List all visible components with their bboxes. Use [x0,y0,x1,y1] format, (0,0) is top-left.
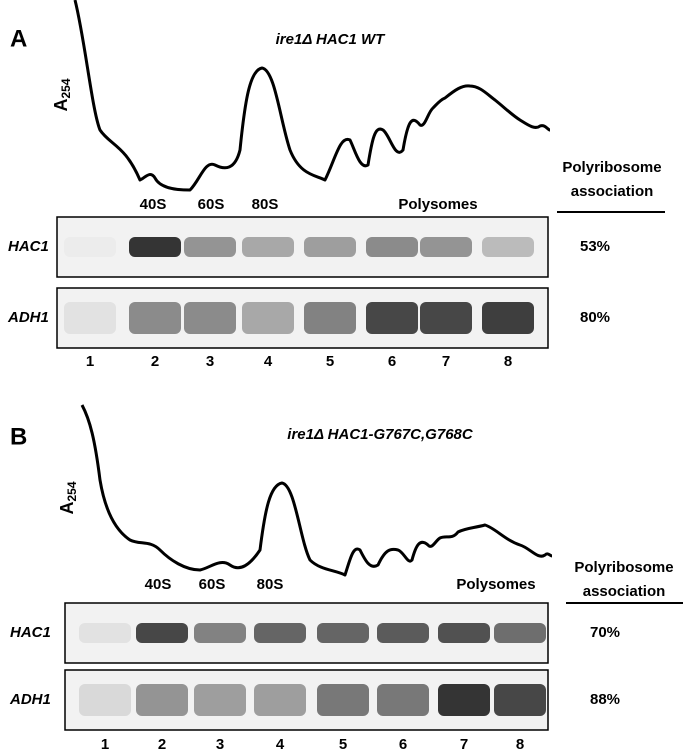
lane-number: 4 [276,736,285,753]
blot-band [377,684,429,716]
panel-label: B [10,423,27,450]
blot-band [304,302,356,334]
blot-band [494,623,546,643]
blot-band [194,684,246,716]
blot-band [136,623,188,643]
lane-number: 8 [516,736,524,753]
lane-number: 5 [339,736,347,753]
blot-band [366,237,418,257]
blot-band [64,237,116,257]
association-value: 53% [580,238,610,255]
blot-band [366,302,418,334]
blot-band [79,684,131,716]
lane-number: 3 [206,353,214,370]
blot-band [254,684,306,716]
blot-band [194,623,246,643]
fraction-label: 40S [140,196,167,213]
gene-label: HAC1 [10,624,51,641]
lane-number: 3 [216,736,224,753]
blot-band [304,237,356,257]
association-value: 70% [590,624,620,641]
blot-band [482,302,534,334]
lane-number: 1 [86,353,94,370]
fraction-label: 80S [257,576,284,593]
blot-band [317,623,369,643]
blot-band [420,237,472,257]
blot-band [64,302,116,334]
axis-label: A254 [51,78,73,111]
fraction-label: Polysomes [398,196,477,213]
fraction-label: 60S [199,576,226,593]
panel-title: ire1Δ HAC1 WT [276,31,387,48]
lane-number: 1 [101,736,109,753]
association-header: Polyribosome [562,159,661,176]
profile-trace [80,404,553,577]
lane-number: 5 [326,353,334,370]
blot-band [136,684,188,716]
axis-label-sub: 254 [59,78,73,98]
blot-band [242,302,294,334]
blot-band [482,237,534,257]
fraction-label: 40S [145,576,172,593]
blot-band [254,623,306,643]
axis-label-sub: 254 [65,481,79,501]
lane-number: 6 [399,736,407,753]
profile-trace [73,0,551,192]
association-value: 88% [590,691,620,708]
gene-label: ADH1 [7,309,49,326]
blot-band [184,302,236,334]
panel-title: ire1Δ HAC1-G767C,G768C [287,426,474,443]
axis-label: A254 [57,481,79,514]
lane-number: 7 [442,353,450,370]
association-value: 80% [580,309,610,326]
blot-band [317,684,369,716]
blot-band [420,302,472,334]
fraction-label: 60S [198,196,225,213]
blot-band [129,237,181,257]
axis-label-main: A [57,502,77,515]
blot-band [79,623,131,643]
association-header: association [571,183,654,200]
fraction-label: 80S [252,196,279,213]
lane-number: 2 [158,736,166,753]
axis-label-main: A [51,99,71,112]
fraction-label: Polysomes [456,576,535,593]
lane-number: 2 [151,353,159,370]
gene-label: ADH1 [9,691,51,708]
blot-band [184,237,236,257]
blot-band [377,623,429,643]
lane-number: 8 [504,353,512,370]
blot-band [438,623,490,643]
blot-band [494,684,546,716]
lane-number: 6 [388,353,396,370]
lane-number: 4 [264,353,273,370]
blot-band [242,237,294,257]
association-header: Polyribosome [574,559,673,576]
panel-label: A [10,25,27,52]
blot-band [129,302,181,334]
association-header: association [583,583,666,600]
gene-label: HAC1 [8,238,49,255]
lane-number: 7 [460,736,468,753]
blot-band [438,684,490,716]
